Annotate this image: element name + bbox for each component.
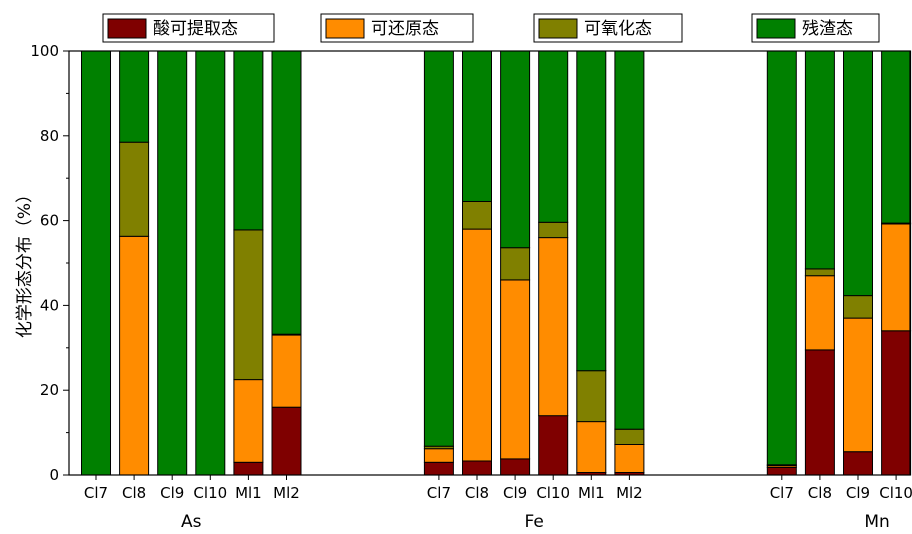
x-tick-label: Cl10 <box>536 484 570 502</box>
y-tick-label: 80 <box>40 127 59 145</box>
bar-segment-mn-cl8-s1 <box>804 275 835 351</box>
legend-label: 可氧化态 <box>584 19 652 39</box>
bar-segment-as-ml1-s3 <box>233 50 264 231</box>
legend-item-1: 可还原态 <box>320 13 474 43</box>
bar-segment-fe-cl9-s1 <box>500 279 531 460</box>
bar-segment-fe-cl7-s0 <box>423 461 454 476</box>
x-tick-label: Ml1 <box>235 484 262 502</box>
bar-segment-fe-cl10-s0 <box>538 415 569 476</box>
legend-label: 酸可提取态 <box>153 19 238 39</box>
x-tick-label: Ml1 <box>578 484 605 502</box>
bar-segment-mn-cl8-s3 <box>804 50 835 270</box>
bar-segment-as-ml2-s1 <box>271 334 302 408</box>
bar-segment-fe-cl8-s2 <box>462 201 492 230</box>
x-tick-label: Cl9 <box>846 484 870 502</box>
bar-segment-as-ml2-s0 <box>271 406 302 476</box>
y-tick-label: 20 <box>40 381 59 399</box>
bar-segment-mn-cl9-s1 <box>843 317 873 453</box>
bar-segment-as-cl9-s3 <box>157 50 188 476</box>
bar-segment-mn-cl9-s0 <box>843 451 873 476</box>
y-axis-label: 化学形态分布（%） <box>15 186 35 338</box>
legend-item-3: 残渣态 <box>751 13 880 43</box>
x-tick-label: Ml2 <box>616 484 643 502</box>
bar-segment-fe-ml1-s2 <box>576 370 607 423</box>
bar-segment-fe-cl7-s1 <box>423 448 454 463</box>
group-label-mn: Mn <box>864 512 889 532</box>
bar-segment-mn-cl7-s3 <box>766 50 797 466</box>
legend-label: 残渣态 <box>802 19 853 39</box>
bar-segment-fe-ml2-s2 <box>614 428 645 446</box>
x-tick-label: Cl8 <box>465 484 489 502</box>
bar-segment-fe-ml1-s3 <box>576 50 607 372</box>
y-tick-label: 60 <box>40 212 59 230</box>
y-tick-label: 100 <box>30 42 59 60</box>
bar-segment-fe-ml2-s3 <box>614 50 645 430</box>
bar-segment-mn-cl8-s2 <box>804 268 835 277</box>
legend-swatch <box>756 18 796 39</box>
x-tick-label: Cl8 <box>122 484 146 502</box>
bar-segment-fe-ml2-s1 <box>614 444 645 473</box>
bar-segment-as-ml1-s2 <box>233 229 264 381</box>
bar-segment-as-cl10-s3 <box>195 50 226 476</box>
x-tick-label: Cl8 <box>808 484 832 502</box>
bar-segment-fe-cl9-s2 <box>500 247 531 281</box>
y-tick-label: 40 <box>40 296 59 314</box>
group-label-fe: Fe <box>524 512 543 532</box>
bar-segment-mn-cl10-s1 <box>881 223 912 332</box>
bar-segment-fe-cl9-s0 <box>500 458 531 476</box>
bar-segment-as-ml1-s1 <box>233 379 264 463</box>
bar-segment-mn-cl10-s0 <box>881 330 912 476</box>
x-tick-label: Cl9 <box>160 484 184 502</box>
bar-segment-fe-ml1-s1 <box>576 421 607 474</box>
x-tick-label: Cl10 <box>193 484 227 502</box>
bar-segment-fe-cl10-s3 <box>538 50 569 223</box>
legend-label: 可还原态 <box>371 19 439 39</box>
bar-segment-as-cl8-s1 <box>119 235 150 476</box>
legend-swatch <box>325 18 365 39</box>
bar-segment-as-ml1-s0 <box>233 461 264 476</box>
bar-segment-as-cl8-s3 <box>119 50 150 143</box>
legend: 酸可提取态 可还原态 可氧化态 残渣态 <box>102 13 880 43</box>
bar-segment-fe-cl8-s0 <box>462 460 492 476</box>
x-tick-label: Cl7 <box>427 484 451 502</box>
bar-segment-mn-cl7-s0 <box>766 466 797 476</box>
bars-layer <box>81 50 912 476</box>
bar-segment-fe-cl7-s3 <box>423 50 454 447</box>
legend-item-0: 酸可提取态 <box>102 13 275 43</box>
bar-segment-fe-cl8-s1 <box>462 228 492 462</box>
legend-swatch <box>107 18 147 39</box>
x-tick-label: Cl10 <box>879 484 912 502</box>
x-tick-label: Cl7 <box>84 484 108 502</box>
legend-swatch <box>538 18 578 39</box>
bar-segment-fe-cl10-s2 <box>538 221 569 239</box>
bar-segment-as-cl7-s3 <box>81 50 111 476</box>
axes-layer: Cl7 Cl8 Cl9 Cl10 Ml1 Ml2 As Cl7 Cl8 Cl9 Cl10 Ml1 Ml2… <box>30 42 912 532</box>
bar-segment-as-ml2-s3 <box>271 50 302 335</box>
bar-segment-fe-cl8-s3 <box>462 50 492 202</box>
y-tick-label: 0 <box>49 466 59 484</box>
bar-segment-mn-cl9-s3 <box>843 50 873 297</box>
bar-segment-mn-cl9-s2 <box>843 295 873 319</box>
bar-segment-fe-cl9-s3 <box>500 50 531 249</box>
bar-segment-mn-cl10-s3 <box>881 50 912 224</box>
group-label-as: As <box>181 512 202 532</box>
x-tick-label: Cl9 <box>503 484 527 502</box>
x-tick-label: Ml2 <box>273 484 300 502</box>
legend-item-2: 可氧化态 <box>533 13 683 43</box>
x-tick-label: Cl7 <box>770 484 794 502</box>
bar-segment-mn-cl8-s0 <box>804 349 835 476</box>
bar-segment-fe-cl10-s1 <box>538 237 569 417</box>
bar-segment-as-cl8-s2 <box>119 141 150 237</box>
